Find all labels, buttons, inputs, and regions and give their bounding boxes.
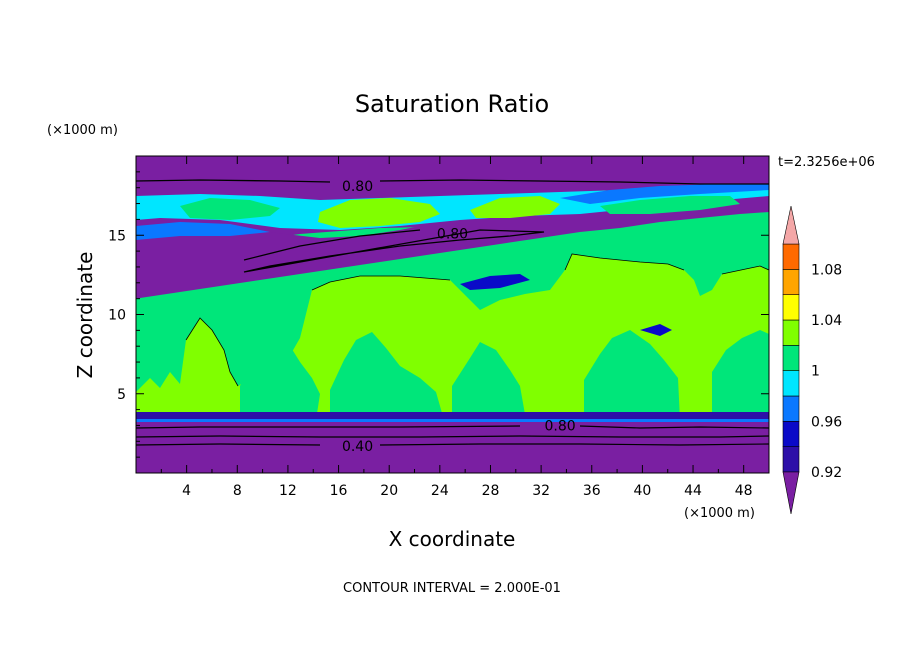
x-tick-label: 32 (532, 483, 550, 499)
field-region-blue-streak-1 (460, 274, 530, 290)
colorbar-box (782, 395, 800, 422)
contour-labels: 0.80 0.80 0.80 0.40 (342, 179, 576, 455)
x-tick-label: 12 (279, 483, 297, 499)
x-axis-ticks: 4 8 12 16 20 24 28 32 36 40 44 48 (160, 156, 753, 499)
contour-line-mid-1 (243, 229, 545, 273)
x-tick-label: 48 (735, 483, 753, 499)
contour-line-cloud (185, 253, 769, 387)
contour-label: 0.40 (342, 439, 373, 455)
y-axis-ticks: 5 10 15 (108, 171, 769, 458)
field-region-blue-upper-1 (136, 222, 270, 240)
y-axis-title: Z coordinate (73, 252, 97, 379)
y-tick-label: 5 (117, 387, 126, 403)
field-region-green-patch-4 (584, 330, 680, 420)
colorbar-box (782, 319, 800, 346)
field-region-green-upper-2 (600, 196, 740, 214)
x-tick-label: 44 (684, 483, 702, 499)
colorbar-box (782, 370, 800, 397)
contour-label: 0.80 (545, 418, 576, 434)
field-region-lower-edge (136, 419, 769, 422)
colorbar-box (782, 243, 800, 270)
colorbar-box (782, 269, 800, 295)
saturation-field (136, 156, 769, 473)
y-unit-label: (×1000 m) (47, 123, 118, 138)
field-region-green-patch-2 (330, 332, 444, 420)
contour-label: 0.80 (437, 227, 468, 243)
colorbar-upper-extension (782, 205, 800, 245)
x-tick-label: 4 (182, 483, 191, 499)
colorbar-label: 1.04 (811, 313, 842, 329)
x-tick-label: 16 (330, 483, 348, 499)
colorbar-box (782, 446, 800, 473)
field-region-green-upper-1 (180, 198, 280, 220)
contour-line-lower-3 (136, 443, 769, 446)
contour-interval-footer: CONTOUR INTERVAL = 2.000E-01 (343, 581, 561, 596)
field-region-lime-upper-1 (318, 198, 440, 228)
x-tick-label: 28 (482, 483, 500, 499)
y-tick-label: 10 (108, 308, 126, 324)
colorbar-lower-extension (782, 471, 800, 515)
field-region-green-patch-3 (452, 342, 526, 420)
chart-title: Saturation Ratio (355, 90, 549, 118)
colorbar-label: 0.96 (811, 414, 842, 430)
field-region-blue-streak-2 (640, 324, 672, 336)
colorbar-box (782, 345, 800, 371)
field-region-green-patch-5 (712, 330, 769, 420)
colorbar-box (782, 294, 800, 321)
x-tick-label: 40 (633, 483, 651, 499)
x-tick-label: 20 (380, 483, 398, 499)
field-region-lower-transition (136, 412, 769, 422)
x-tick-label: 8 (233, 483, 242, 499)
contour-line-lower-2 (136, 435, 769, 438)
x-tick-label: 36 (583, 483, 601, 499)
y-tick-label: 15 (108, 228, 126, 244)
x-axis-title: X coordinate (389, 527, 516, 551)
contour-line-lower-1 (136, 425, 769, 429)
x-tick-label: 24 (431, 483, 449, 499)
field-region-green-patch-1 (240, 330, 320, 420)
field-region-blue-upper-2 (560, 184, 769, 204)
x-unit-label: (×1000 m) (684, 506, 755, 521)
colorbar-label: 1.08 (811, 262, 842, 278)
field-region-lime-upper-2 (470, 196, 560, 218)
colorbar-label: 1 (811, 364, 820, 380)
colorbar: 0.92 0.96 1 1.04 1.08 (782, 205, 842, 515)
time-label: t=2.3256e+06 (778, 155, 875, 170)
contour-line-top (136, 179, 769, 185)
colorbar-label: 0.92 (811, 465, 842, 481)
colorbar-box (782, 421, 800, 447)
contour-label: 0.80 (342, 179, 373, 195)
